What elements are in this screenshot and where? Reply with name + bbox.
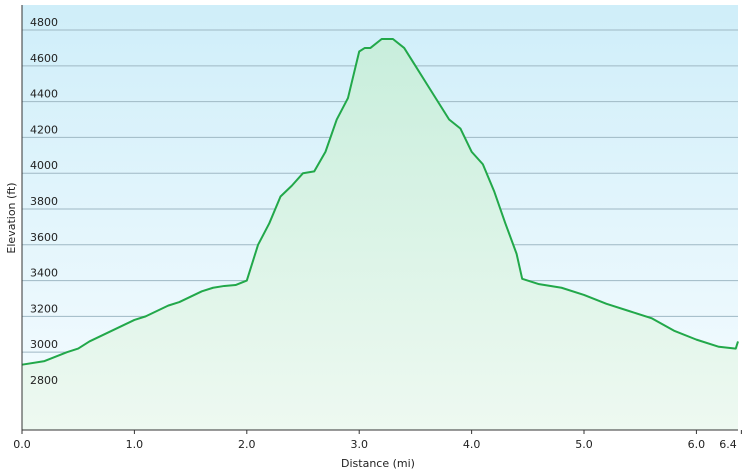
y-tick-label: 4000 <box>30 159 58 172</box>
x-tick-label: 5.0 <box>575 438 593 451</box>
x-tick-label: 4.0 <box>463 438 481 451</box>
area-fill <box>22 39 738 430</box>
y-tick-label: 3600 <box>30 231 58 244</box>
y-tick-label: 3400 <box>30 267 58 280</box>
y-tick-label: 4600 <box>30 52 58 65</box>
y-tick-label: 3200 <box>30 302 58 315</box>
y-tick-label: 4200 <box>30 123 58 136</box>
x-axis-label: Distance (mi) <box>341 457 415 470</box>
x-tick-label: 3.0 <box>350 438 368 451</box>
y-tick-label: 2800 <box>30 374 58 387</box>
elevation-line <box>21 38 739 366</box>
x-tick-label: 6.0 <box>688 438 706 451</box>
x-tick-label: 0.0 <box>13 438 31 451</box>
y-tick-label: 3800 <box>30 195 58 208</box>
y-tick-label: 4800 <box>30 16 58 29</box>
y-tick-label: 4400 <box>30 88 58 101</box>
x-tick-label: 6.4 <box>719 438 737 451</box>
y-axis-label: Elevation (ft) <box>5 182 18 253</box>
y-tick-label: 3000 <box>30 338 58 351</box>
x-tick-label: 2.0 <box>238 438 256 451</box>
x-tick-label: 1.0 <box>126 438 144 451</box>
